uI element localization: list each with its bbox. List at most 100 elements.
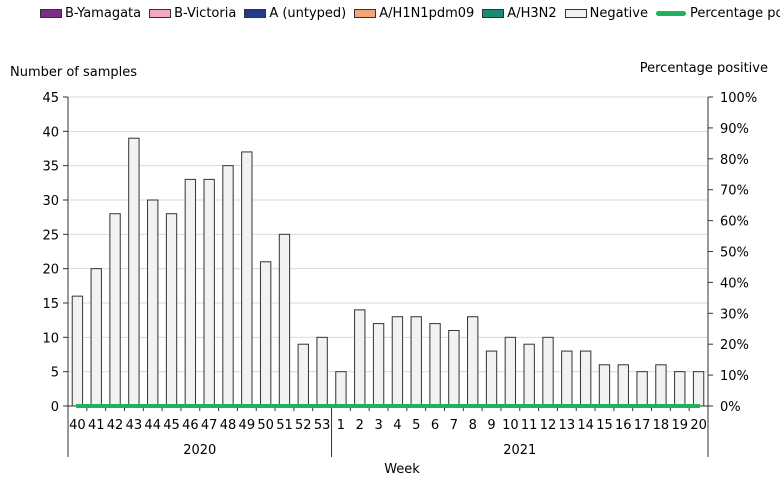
x-tick-label: 53 — [314, 418, 331, 433]
bar-negative — [316, 336, 328, 407]
y-tick-label: 45 — [42, 91, 59, 106]
bar-negative — [655, 364, 667, 407]
bar-negative — [222, 165, 234, 407]
bar-negative — [542, 336, 554, 407]
x-tick-label: 49 — [239, 418, 256, 433]
x-tick-label: 45 — [163, 418, 180, 433]
year-group-label: 2020 — [183, 443, 216, 458]
x-tick-label: 14 — [577, 418, 594, 433]
y-tick-label: 40 — [42, 125, 59, 140]
chart-legend: B-Yamagata B-Victoria A (untyped) A/H1N1… — [40, 6, 780, 21]
y2-tick-label: 30% — [720, 307, 749, 322]
y-ticks: 0 5 10 15 20 25 30 35 40 45 — [42, 91, 68, 415]
bar-negative — [241, 151, 253, 407]
bar-negative — [410, 316, 422, 407]
bar-negative — [372, 323, 385, 407]
bars-negative — [71, 137, 705, 407]
legend-label: A/H3N2 — [507, 6, 557, 21]
bar-negative — [485, 350, 498, 407]
x-tick-label: 40 — [69, 418, 86, 433]
bar-negative — [674, 371, 686, 407]
x-tick-label: 7 — [450, 418, 458, 433]
legend-swatch — [354, 9, 377, 18]
x-tick-label: 19 — [671, 418, 688, 433]
x-tick-label: 43 — [126, 418, 143, 433]
bar-negative — [617, 364, 629, 407]
x-tick-label: 42 — [107, 418, 124, 433]
x-tick-label: 20 — [690, 418, 707, 433]
x-tick-label: 52 — [295, 418, 312, 433]
bar-negative — [297, 343, 309, 407]
x-tick-label: 17 — [634, 418, 651, 433]
bar-negative — [391, 316, 404, 407]
x-tick-label: 15 — [596, 418, 613, 433]
x-tick-label: 13 — [559, 418, 576, 433]
legend-line-swatch — [655, 11, 686, 16]
bar-negative — [184, 178, 197, 407]
bar-negative — [90, 268, 102, 407]
legend-item-a-h3n2: A/H3N2 — [482, 6, 557, 21]
y2-tick-label: 90% — [720, 122, 749, 137]
x-tick-label: 11 — [521, 418, 538, 433]
bar-negative — [467, 316, 479, 407]
x-tick-label: 6 — [431, 418, 439, 433]
x-axis-title: Week — [384, 462, 420, 477]
y2-axis-title: Percentage positive — [640, 61, 768, 76]
legend-item-b-victoria: B-Victoria — [149, 6, 236, 21]
y2-tick-label: 20% — [720, 338, 749, 353]
x-tick-label: 2 — [356, 418, 364, 433]
bar-negative — [561, 350, 573, 407]
bar-negative — [354, 309, 366, 407]
bar-negative — [128, 137, 140, 407]
x-tick-label: 50 — [257, 418, 274, 433]
legend-swatch — [40, 9, 62, 18]
y-tick-label: 15 — [42, 297, 59, 312]
legend-label: A/H1N1pdm09 — [379, 6, 475, 21]
x-tick-label: 41 — [88, 418, 105, 433]
x-tick-label: 51 — [276, 418, 293, 433]
y2-tick-label: 50% — [720, 246, 749, 261]
y2-ticks: 0% 10% 20% 30% 40% 50% 60% 70% 80% 90% 100% — [708, 91, 757, 415]
legend-label: A (untyped) — [269, 6, 347, 21]
bar-negative — [692, 371, 705, 407]
x-tick-label: 46 — [182, 418, 199, 433]
legend-label: B-Yamagata — [65, 6, 142, 21]
x-tick-label: 5 — [412, 418, 420, 433]
legend-item-percentage-positive: Percentage positive — [655, 6, 780, 21]
x-tick-label: 44 — [144, 418, 161, 433]
y2-tick-label: 60% — [720, 215, 749, 230]
bar-negative — [429, 323, 441, 407]
bar-negative — [523, 343, 535, 407]
legend-label: B-Victoria — [174, 6, 237, 21]
y2-tick-label: 100% — [720, 91, 757, 106]
x-tick-label: 4 — [393, 418, 401, 433]
legend-item-a-h1n1pdm09: A/H1N1pdm09 — [354, 6, 474, 21]
bar-negative — [278, 233, 291, 407]
legend-swatch — [244, 9, 267, 18]
y2-tick-label: 0% — [720, 400, 741, 415]
year-groups: 2020 2021 — [67, 406, 709, 458]
legend-item-negative: Negative — [564, 6, 648, 21]
x-tick-label: 18 — [653, 418, 670, 433]
bar-negative — [147, 199, 159, 407]
x-ticks: 40 41 42 43 44 45 46 47 48 49 50 51 52 53 1 2 3 4 5 6 7 8 9 10 1… — [67, 406, 709, 433]
y-tick-label: 35 — [42, 160, 59, 175]
bar-negative — [636, 371, 648, 407]
y-axis-title: Number of samples — [10, 65, 137, 80]
y-tick-label: 5 — [51, 366, 59, 381]
legend-item-a-untyped: A (untyped) — [244, 6, 346, 21]
bar-negative — [598, 364, 611, 407]
bar-negative — [203, 178, 215, 407]
x-tick-label: 8 — [469, 418, 477, 433]
bar-negative — [448, 329, 460, 407]
y-tick-label: 25 — [42, 228, 59, 243]
y-tick-label: 10 — [42, 331, 59, 346]
x-tick-label: 12 — [540, 418, 557, 433]
y-tick-label: 30 — [42, 194, 59, 209]
x-tick-label: 9 — [487, 418, 495, 433]
bar-negative — [109, 213, 121, 407]
y-tick-label: 0 — [51, 400, 59, 415]
axes — [67, 97, 709, 407]
legend-swatch — [482, 9, 505, 18]
x-tick-label: 47 — [201, 418, 218, 433]
